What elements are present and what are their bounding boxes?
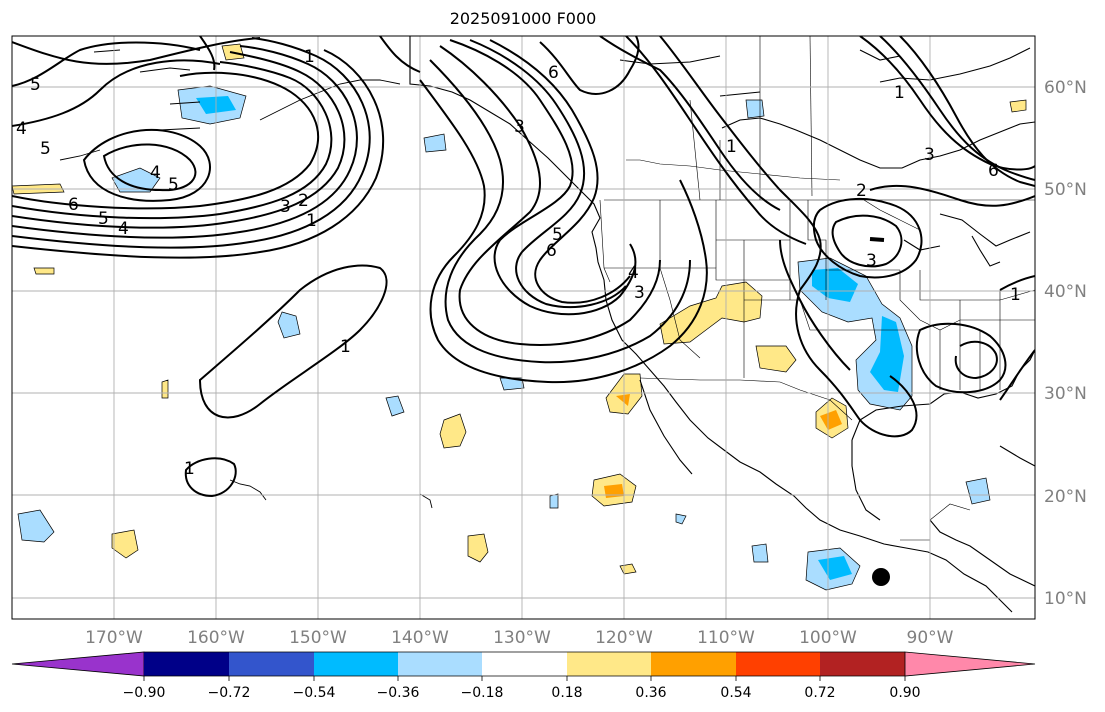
contour-label: 5 bbox=[30, 75, 41, 95]
contour-label: 3 bbox=[634, 283, 645, 303]
contour-label: 3 bbox=[866, 251, 877, 271]
lat-label: 50°N bbox=[1044, 180, 1087, 200]
contour-label: 4 bbox=[150, 163, 161, 183]
contour-label: 2 bbox=[298, 191, 309, 211]
colorbar-segment bbox=[144, 652, 229, 676]
contour-label: 4 bbox=[16, 119, 27, 139]
colorbar-tick-label: 0.18 bbox=[551, 685, 582, 701]
gridlines bbox=[12, 36, 1035, 619]
contour-label: 1 bbox=[304, 47, 315, 67]
lon-label: 150°W bbox=[289, 628, 347, 648]
contour-label: 5 bbox=[168, 175, 179, 195]
contour-label: 4 bbox=[628, 263, 639, 283]
thick-contour-fragment bbox=[869, 237, 885, 242]
location-marker bbox=[872, 568, 890, 586]
colorbar-extend-high bbox=[904, 651, 1036, 677]
contour-label: 3 bbox=[280, 197, 291, 217]
colorbar-segment bbox=[820, 652, 905, 676]
lon-label: 130°W bbox=[493, 628, 551, 648]
lon-label: 90°W bbox=[907, 628, 954, 648]
colorbar-extend-low bbox=[11, 651, 145, 677]
lat-label: 40°N bbox=[1044, 282, 1087, 302]
colorbar-tick-label: −0.36 bbox=[377, 685, 420, 701]
colorbar-segment bbox=[651, 652, 736, 676]
map-title: 2025091000 F000 bbox=[449, 9, 597, 28]
contour-label: 5 bbox=[552, 225, 563, 245]
colorbar-tick-label: −0.18 bbox=[461, 685, 504, 701]
longitude-labels: 170°W 160°W 150°W 140°W 130°W 120°W 110°… bbox=[85, 628, 954, 648]
lon-label: 120°W bbox=[595, 628, 653, 648]
contour-label: 1 bbox=[726, 137, 737, 157]
lon-label: 170°W bbox=[85, 628, 143, 648]
lat-label: 20°N bbox=[1044, 487, 1087, 507]
contour-lines bbox=[12, 36, 1035, 498]
contour-label: 1 bbox=[1010, 285, 1021, 305]
colorbar-tick-label: 0.72 bbox=[804, 685, 835, 701]
colorbar-segment bbox=[229, 652, 314, 676]
lon-label: 140°W bbox=[391, 628, 449, 648]
colorbar-segment bbox=[482, 652, 567, 676]
contour-labels: 5 4 5 4 5 6 5 4 3 2 1 1 1 6 5 3 4 3 1 2 … bbox=[16, 47, 1021, 479]
lon-label: 100°W bbox=[799, 628, 857, 648]
contour-label: 1 bbox=[306, 211, 317, 231]
contour-label: 6 bbox=[988, 161, 999, 181]
latitude-labels: 60°N 50°N 40°N 30°N 20°N 10°N bbox=[1044, 78, 1087, 609]
contour-label: 3 bbox=[514, 117, 525, 137]
contour-label: 2 bbox=[856, 181, 867, 201]
contour-label: 1 bbox=[894, 83, 905, 103]
colorbar-tick-label: 0.36 bbox=[635, 685, 666, 701]
colorbar-tick-label: 0.54 bbox=[720, 685, 751, 701]
lon-label: 160°W bbox=[187, 628, 245, 648]
contour-label: 1 bbox=[184, 459, 195, 479]
contour-label: 1 bbox=[340, 337, 351, 357]
positive-anomaly-shading bbox=[12, 43, 1027, 575]
colorbar-tick-label: −0.90 bbox=[123, 685, 166, 701]
contour-label: 6 bbox=[548, 63, 559, 83]
contour-label: 5 bbox=[40, 139, 51, 159]
lat-label: 10°N bbox=[1044, 589, 1087, 609]
lon-label: 110°W bbox=[697, 628, 755, 648]
contour-label: 4 bbox=[118, 219, 129, 239]
colorbar-tick-label: −0.72 bbox=[208, 685, 251, 701]
map-frame bbox=[11, 35, 1036, 620]
contour-label: 3 bbox=[924, 145, 935, 165]
negative-anomaly-shading bbox=[17, 85, 991, 591]
colorbar-tick-label: 0.90 bbox=[889, 685, 920, 701]
colorbar-tick-label: −0.54 bbox=[293, 685, 336, 701]
colorbar-segment bbox=[567, 652, 651, 676]
contour-label: 5 bbox=[98, 209, 109, 229]
lat-label: 30°N bbox=[1044, 384, 1087, 404]
colorbar: −0.90 −0.72 −0.54 −0.36 −0.18 0.18 0.36 … bbox=[11, 651, 1036, 701]
colorbar-segment bbox=[398, 652, 482, 676]
contour-label: 6 bbox=[546, 241, 557, 261]
lat-label: 60°N bbox=[1044, 78, 1087, 98]
contour-label: 6 bbox=[68, 195, 79, 215]
colorbar-segment bbox=[314, 652, 398, 676]
colorbar-segment bbox=[736, 652, 820, 676]
